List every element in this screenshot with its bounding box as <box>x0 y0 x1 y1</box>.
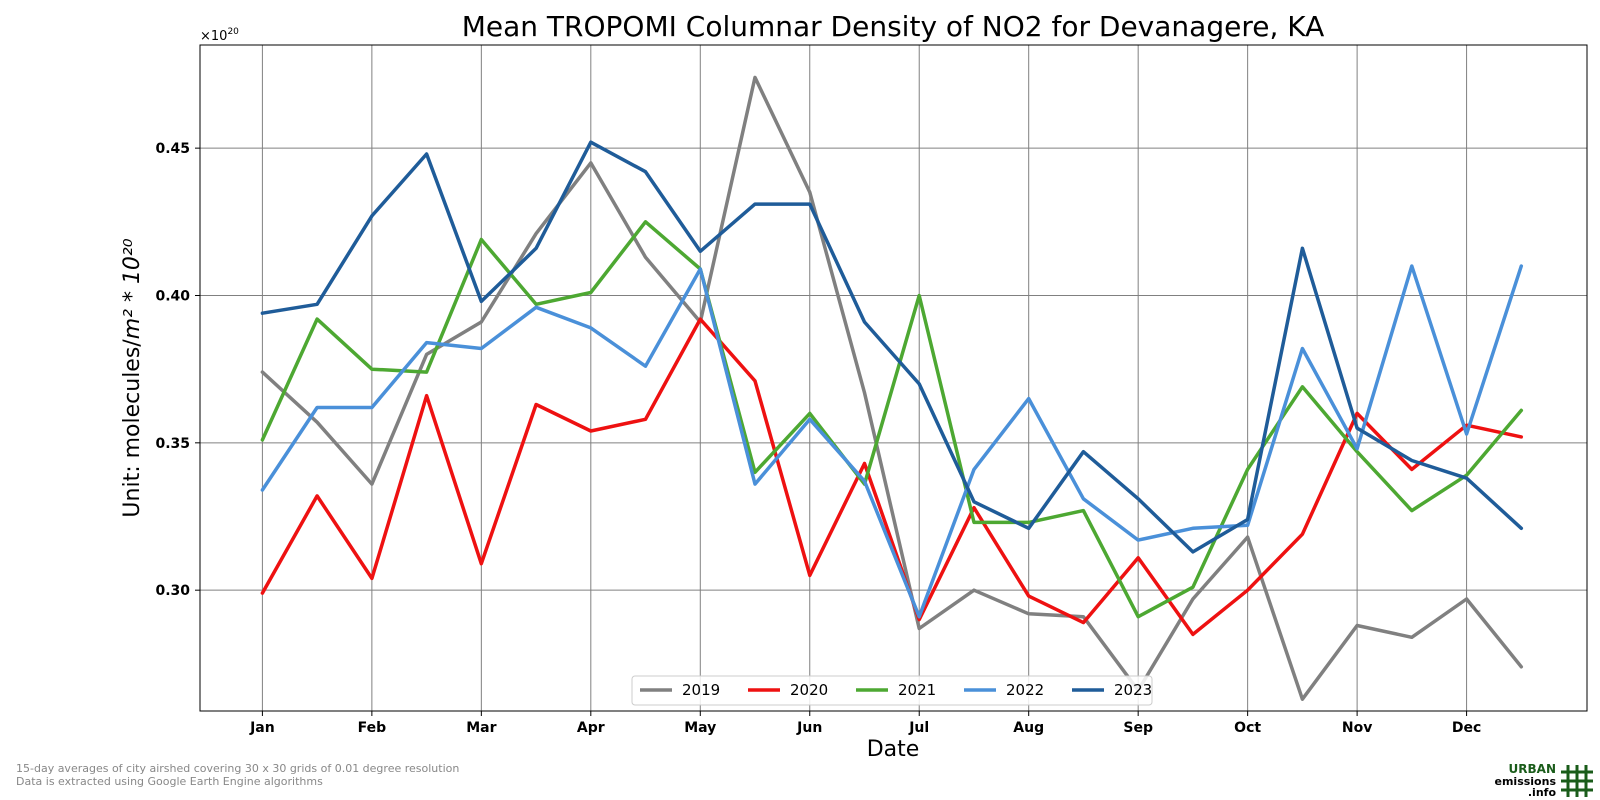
chart-title: Mean TROPOMI Columnar Density of NO2 for… <box>462 10 1325 43</box>
offset-label: ×1020 <box>200 27 239 44</box>
offset-label-base: ×10 <box>200 29 227 44</box>
legend: 2019 2020 2021 2022 2023 <box>631 675 1153 706</box>
ticks: Jan Feb Mar Apr May Jun Jul Aug Sep Oct Nov Dec 0.30… <box>155 141 1481 736</box>
x-tick-label: Apr <box>577 720 605 736</box>
y-tick-label: 0.35 <box>155 436 190 452</box>
series-line-2020 <box>260 317 1524 637</box>
y-axis-label: Unit: molecules/m² * 10²⁰ <box>120 238 145 517</box>
offset-label-exponent: 20 <box>227 27 239 37</box>
x-tick-label: Nov <box>1342 720 1372 736</box>
x-tick-label: Mar <box>466 720 496 736</box>
series-line-2019 <box>260 75 1524 701</box>
logo-grid-icon <box>1561 765 1593 797</box>
x-tick-label: Jun <box>796 720 822 736</box>
x-tick-label: Aug <box>1013 720 1044 736</box>
legend-label-2021: 2021 <box>898 681 936 699</box>
y-axis-label-unit: m² * 10²⁰ <box>120 238 145 339</box>
y-tick-label: 0.30 <box>155 583 190 599</box>
legend-label-2019: 2019 <box>682 681 720 699</box>
y-tick-label: 0.45 <box>155 141 190 157</box>
x-tick-label: Sep <box>1123 720 1153 736</box>
x-tick-label: Jan <box>249 720 275 736</box>
x-tick-label: Feb <box>358 720 387 736</box>
logo-word-emissions: emissions <box>1494 775 1557 788</box>
y-axis-label-prefix: Unit: molecules/ <box>120 339 145 518</box>
legend-label-2022: 2022 <box>1006 681 1044 699</box>
series-line-2021 <box>260 220 1524 619</box>
legend-label-2020: 2020 <box>790 681 828 699</box>
series-line-2023 <box>260 140 1524 554</box>
y-tick-label: 0.40 <box>155 288 190 304</box>
series-line-2022 <box>260 264 1524 619</box>
legend-box <box>631 675 1153 706</box>
x-axis-label: Date <box>867 737 920 762</box>
footnote-source: Data is extracted using Google Earth Eng… <box>16 775 323 788</box>
x-tick-label: Dec <box>1452 720 1481 736</box>
plot-frame <box>199 44 1588 712</box>
logo-word-info: .info <box>1527 786 1556 799</box>
logo-word-urban: URBAN <box>1508 762 1556 776</box>
x-tick-label: Oct <box>1234 720 1261 736</box>
footnote-averages: 15-day averages of city airshed covering… <box>16 762 460 775</box>
x-tick-label: May <box>684 720 716 736</box>
x-tick-label: Jul <box>908 720 929 736</box>
series-lines <box>260 75 1524 701</box>
legend-label-2023: 2023 <box>1114 681 1152 699</box>
